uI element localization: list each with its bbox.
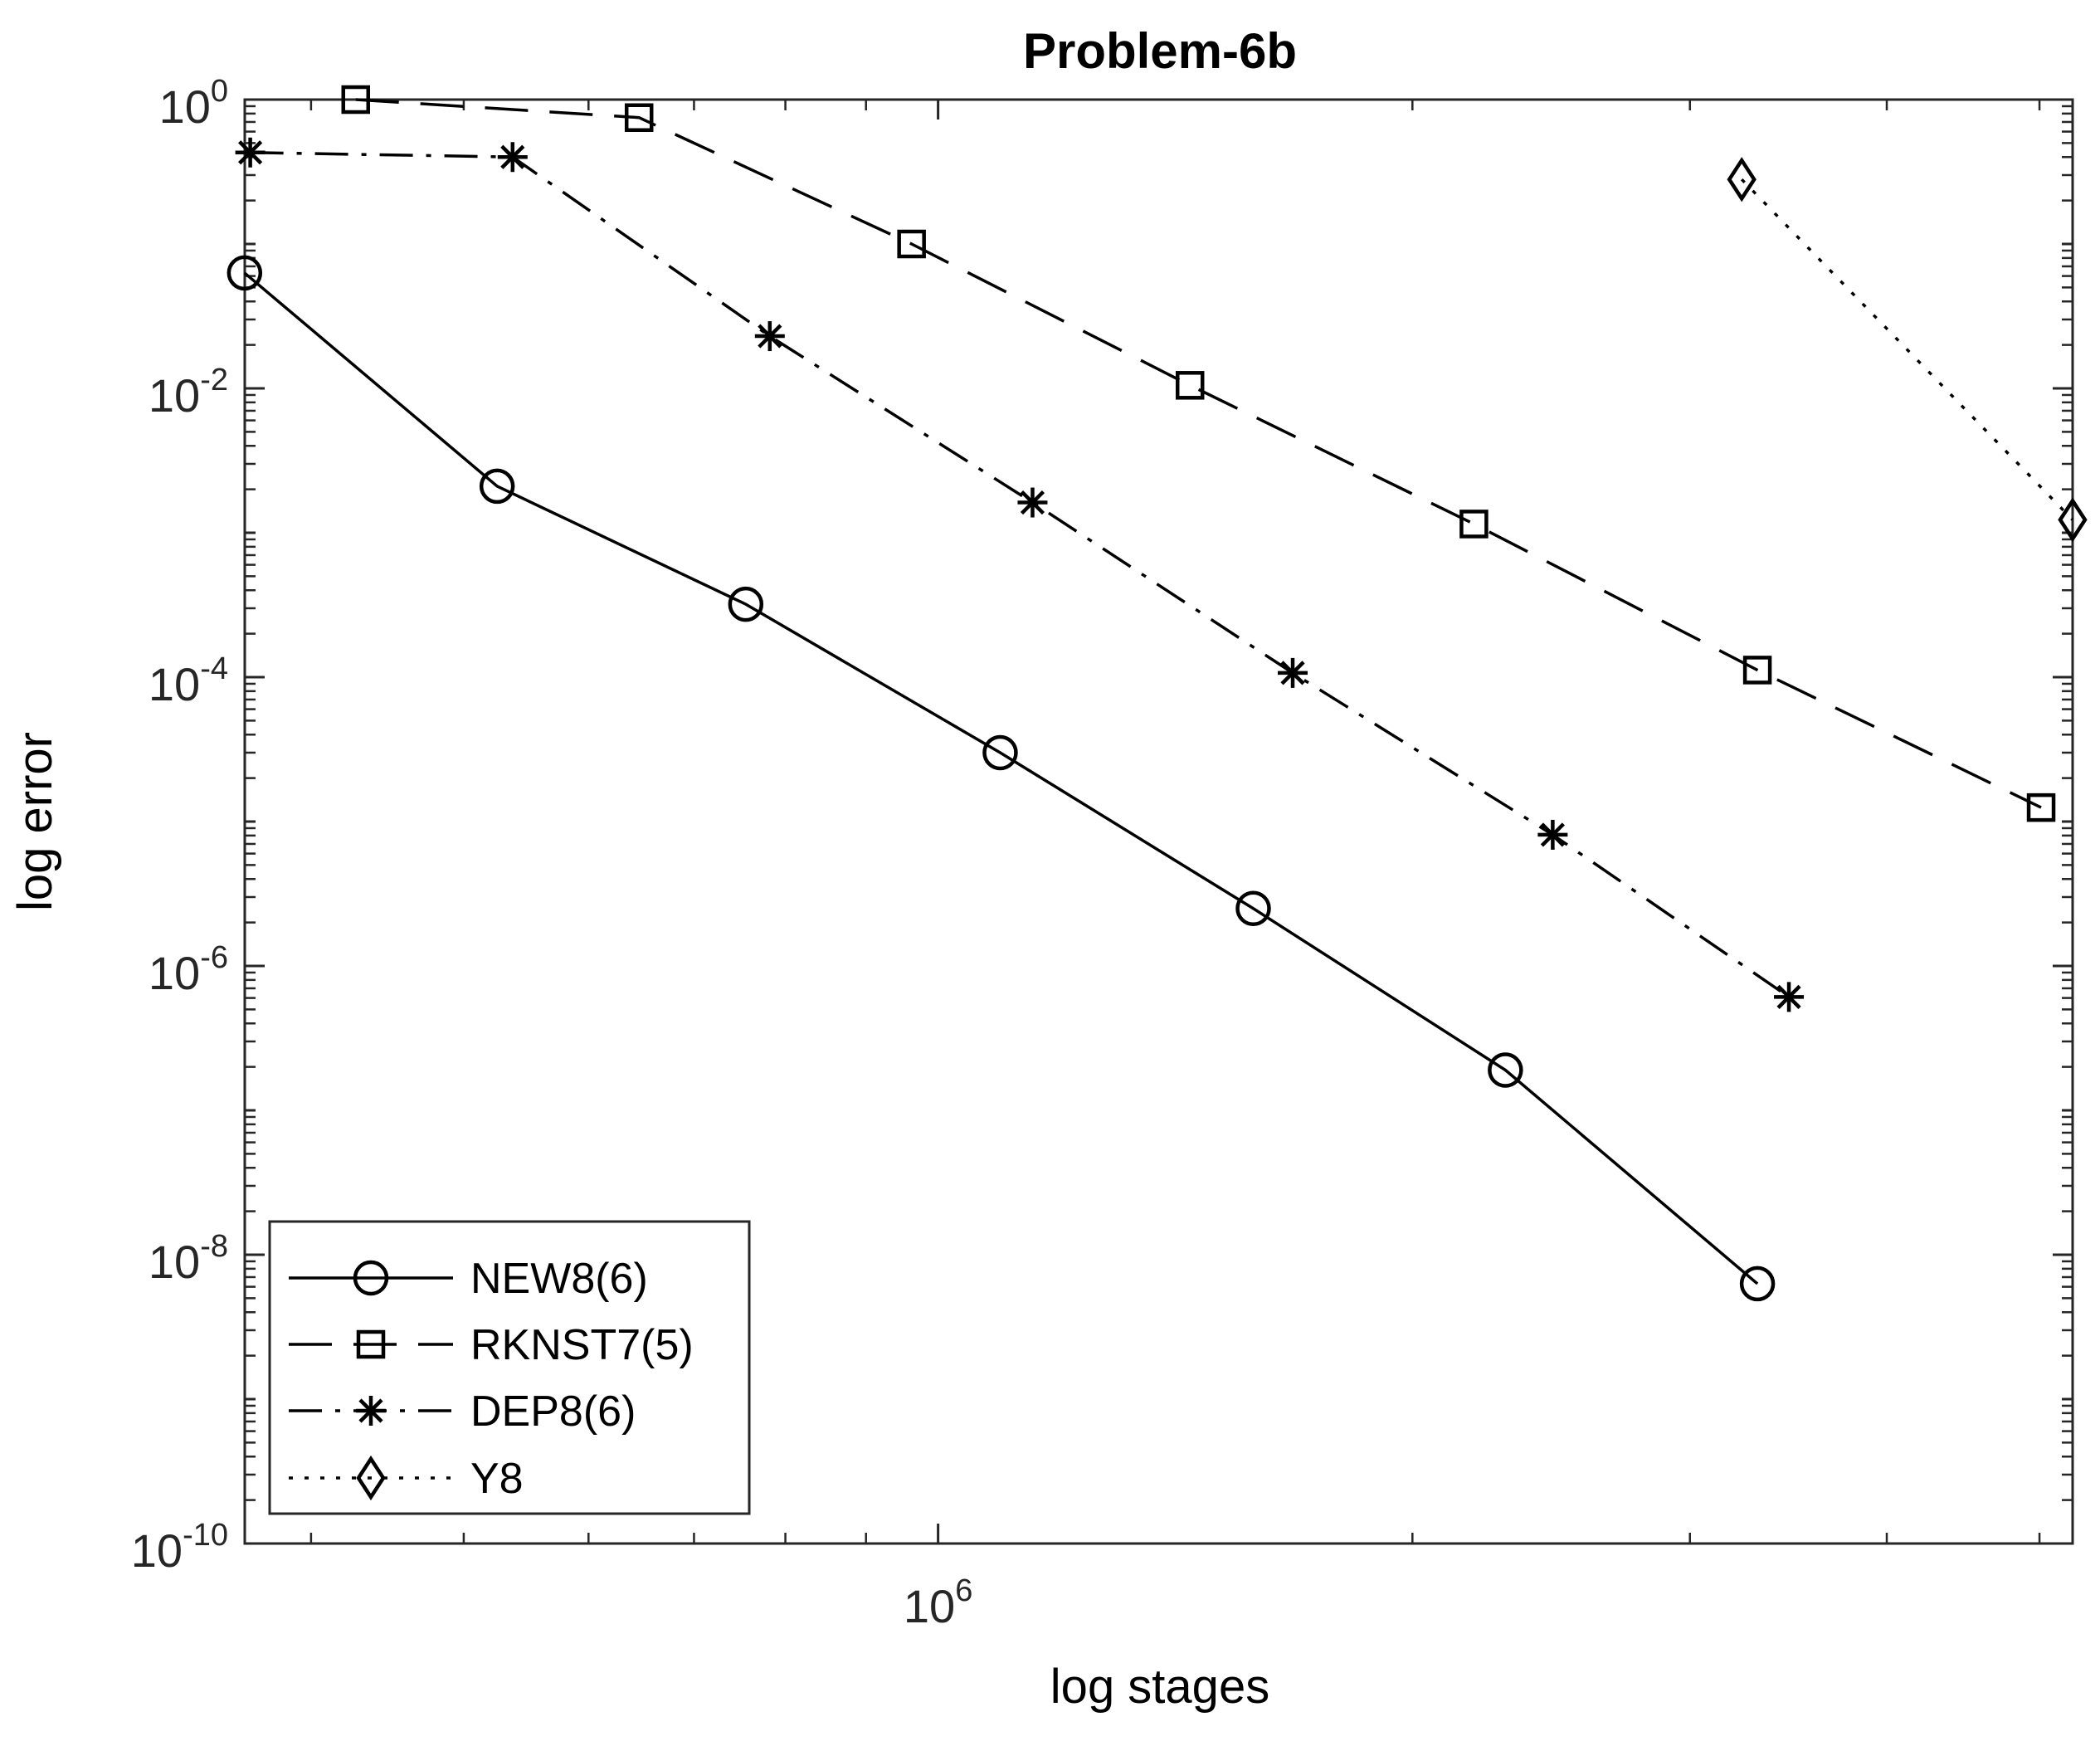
data-point-dep8-6-stroke-3 <box>500 144 525 169</box>
series-y8 <box>1727 157 2088 543</box>
legend-label-new8-6: NEW8(6) <box>470 1255 648 1303</box>
data-point-dep8-6 <box>1017 487 1048 518</box>
data-point-rknst7-5 <box>1459 510 1489 539</box>
data-point-rknst7-5 <box>341 85 371 115</box>
data-point-dep8-6-stroke-3 <box>1776 984 1801 1009</box>
legend-item-dep8-6: DEP8(6) <box>289 1388 636 1436</box>
data-point-new8-6 <box>227 255 263 291</box>
y-axis-label: log error <box>8 732 62 911</box>
data-point-dep8-6-stroke-3 <box>1540 822 1565 847</box>
data-point-rknst7-5 <box>2026 793 2056 822</box>
data-point-new8-6 <box>479 468 515 505</box>
y-tick-label: 10-2 <box>149 363 228 422</box>
data-point-new8-6 <box>1488 1052 1523 1088</box>
legend-entries: NEW8(6) RKNST7(5) DEP8(6) Y8 <box>289 1255 694 1503</box>
series-line-new8-6 <box>243 271 1759 1285</box>
legend-item-y8: Y8 <box>289 1455 524 1503</box>
legend-label-rknst7-5: RKNST7(5) <box>470 1321 694 1369</box>
y-tick-base: 10 <box>149 947 200 999</box>
series-new8-6 <box>227 255 1776 1302</box>
data-point-dep8-6 <box>1537 819 1568 850</box>
legend-label-y8: Y8 <box>470 1455 524 1503</box>
data-point-dep8-6 <box>1774 982 1805 1012</box>
y-tick-exponent: 0 <box>211 74 228 109</box>
chart-title: Problem-6b <box>1023 23 1297 79</box>
y-tick-label: 10-10 <box>131 1518 228 1577</box>
axis-ticks <box>245 98 2073 1545</box>
data-point-dep8-6-stroke-3 <box>1280 661 1305 685</box>
data-point-dep8-6-stroke-3 <box>758 324 782 349</box>
y-tick-base: 10 <box>159 80 211 133</box>
y-tick-label: 10-6 <box>149 940 228 999</box>
data-point-new8-6 <box>982 734 1018 771</box>
y-tick-label: 100 <box>159 74 228 133</box>
data-point-rknst7-5 <box>897 229 926 259</box>
data-point-dep8-6 <box>754 321 785 352</box>
legend-label-dep8-6: DEP8(6) <box>470 1388 636 1436</box>
data-point-dep8-6 <box>497 142 528 173</box>
x-tick-label: 106 <box>904 1573 972 1632</box>
legend-marker-dep8-6 <box>356 1396 386 1426</box>
data-point-dep8-6 <box>235 137 266 168</box>
legend: NEW8(6) RKNST7(5) DEP8(6) Y8 <box>268 1220 751 1515</box>
data-point-rknst7-5 <box>1175 371 1205 400</box>
data-point-rknst7-5 <box>1742 656 1772 685</box>
legend-item-new8-6: NEW8(6) <box>289 1255 648 1303</box>
x-tick-base: 10 <box>904 1580 955 1632</box>
data-point-y8 <box>1727 157 1756 202</box>
series-line-rknst7-5 <box>355 98 2042 809</box>
y-tick-exponent: -6 <box>200 940 228 975</box>
legend-marker-rknst7-5 <box>356 1329 386 1359</box>
x-axis-label: log stages <box>1050 1660 1269 1714</box>
data-point-rknst7-5 <box>624 103 654 132</box>
y-tick-label: 10-8 <box>149 1229 228 1288</box>
y-tick-exponent: -10 <box>183 1518 228 1553</box>
legend-marker-y8 <box>356 1455 386 1501</box>
y-tick-exponent: -4 <box>200 651 228 686</box>
data-point-dep8-6-stroke-3 <box>1020 490 1045 515</box>
series-dep8-6 <box>235 137 1805 1012</box>
y-tick-base: 10 <box>149 658 200 710</box>
data-point-y8 <box>2058 497 2088 543</box>
data-point-new8-6 <box>728 586 764 622</box>
y-tick-base: 10 <box>149 369 200 422</box>
series-rknst7-5 <box>341 85 2056 822</box>
y-tick-exponent: -8 <box>200 1229 228 1264</box>
data-point-dep8-6 <box>1278 657 1308 688</box>
data-point-dep8-6-stroke-3 <box>238 140 263 165</box>
y-tick-base: 10 <box>149 1236 200 1288</box>
x-tick-exponent: 6 <box>955 1573 972 1608</box>
legend-box <box>268 1220 751 1515</box>
axes-box <box>243 98 2074 1545</box>
data-point-new8-6 <box>1235 890 1271 927</box>
series-layer <box>227 85 2088 1302</box>
legend-item-rknst7-5: RKNST7(5) <box>289 1321 694 1369</box>
y-tick-base: 10 <box>131 1524 183 1577</box>
series-line-y8 <box>1740 178 2074 521</box>
y-tick-exponent: -2 <box>200 363 228 397</box>
data-point-new8-6 <box>1739 1266 1776 1302</box>
y-tick-label: 10-4 <box>149 651 228 710</box>
legend-marker-new8-6 <box>353 1260 389 1296</box>
legend-marker-dep8-6-stroke-3 <box>358 1398 383 1423</box>
